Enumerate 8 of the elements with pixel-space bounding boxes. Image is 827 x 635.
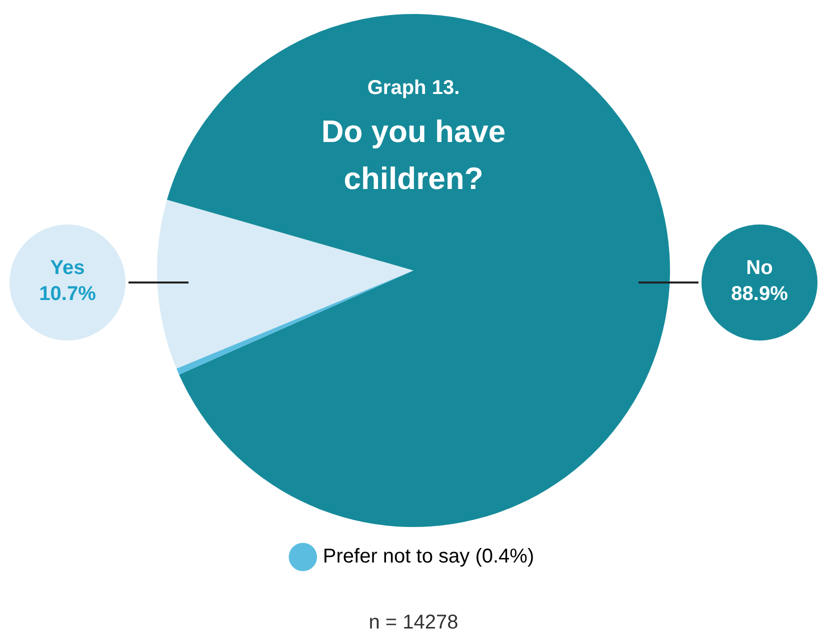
text: Graph 13. bbox=[367, 77, 460, 100]
data-label: 88.9% bbox=[731, 283, 788, 306]
legend-label: Prefer not to say (0.4%) bbox=[322, 546, 534, 568]
text: n = 14278 bbox=[368, 612, 458, 634]
slice-label: No bbox=[746, 257, 773, 280]
text: Do you have children? bbox=[321, 114, 506, 196]
slice-label: Yes bbox=[50, 257, 85, 280]
data-label: 10.7% bbox=[39, 283, 96, 306]
